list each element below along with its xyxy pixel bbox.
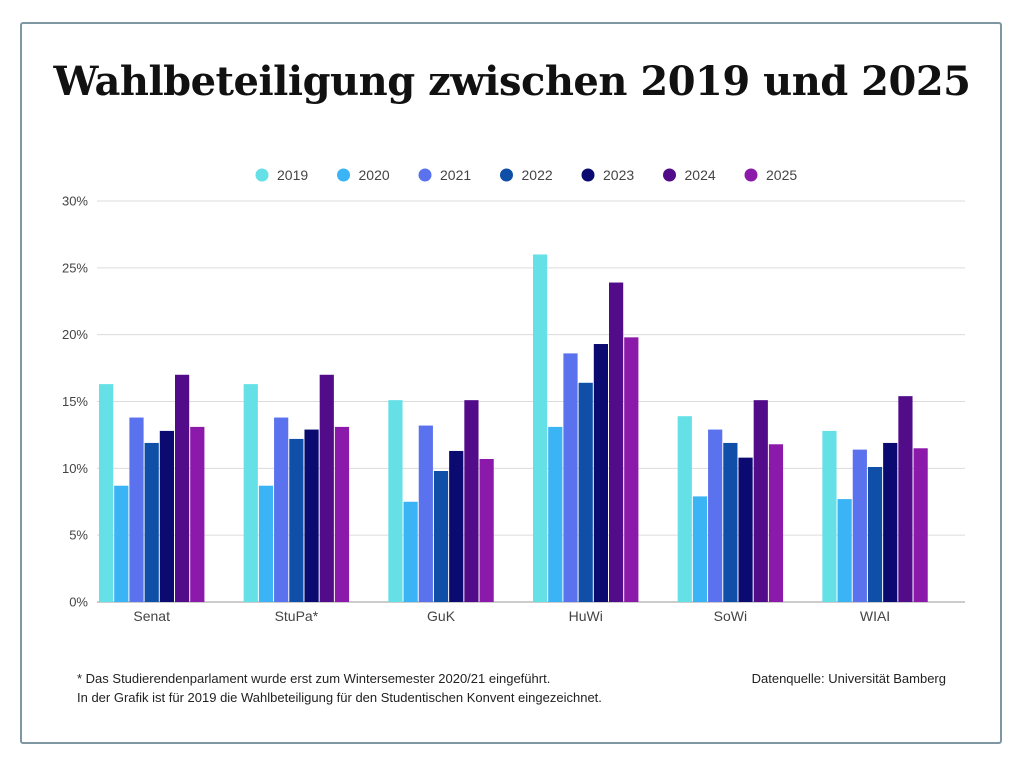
legend-marker	[255, 168, 269, 182]
bar	[159, 430, 174, 602]
legend-label: 2022	[522, 167, 553, 183]
bar	[479, 458, 494, 602]
bar	[753, 400, 768, 602]
chart-title: Wahlbeteiligung zwischen 2019 und 2025	[53, 58, 972, 105]
bar	[129, 417, 144, 602]
bar	[114, 485, 129, 602]
x-tick-label: GuK	[427, 608, 456, 624]
bar	[883, 442, 898, 602]
bar	[738, 457, 753, 602]
bar	[768, 444, 784, 602]
x-tick-label: Senat	[133, 608, 170, 624]
y-tick-label: 25%	[62, 260, 88, 275]
x-tick-label: HuWi	[569, 608, 603, 624]
bar	[319, 374, 334, 602]
bar	[913, 448, 928, 602]
bar	[593, 344, 608, 602]
bar	[289, 438, 304, 602]
bar	[624, 337, 639, 602]
footnote: * Das Studierendenparlament wurde erst z…	[77, 669, 602, 707]
legend-marker	[744, 168, 758, 182]
bar	[99, 384, 114, 602]
bar	[852, 449, 867, 602]
footnote-line-2: In der Grafik ist für 2019 die Wahlbetei…	[77, 690, 602, 705]
legend-label: 2025	[766, 167, 797, 183]
legend-label: 2021	[440, 167, 471, 183]
bar	[723, 442, 738, 602]
legend-marker	[500, 168, 513, 182]
bar	[258, 485, 274, 602]
y-tick-label: 5%	[69, 528, 88, 543]
bar	[274, 417, 289, 602]
bar	[334, 426, 350, 602]
legend-label: 2020	[359, 167, 390, 183]
x-tick-label: SoWi	[714, 608, 747, 624]
bar	[449, 450, 464, 602]
bar	[464, 400, 479, 602]
x-tick-label: StuPa*	[275, 608, 319, 624]
legend-marker	[337, 168, 350, 182]
bar	[243, 384, 258, 602]
bar	[418, 425, 433, 602]
bar	[822, 430, 837, 602]
bar	[677, 416, 692, 602]
bar	[175, 374, 190, 602]
bar	[403, 501, 418, 602]
y-tick-label: 15%	[62, 394, 88, 409]
bar	[898, 396, 913, 602]
legend-marker	[418, 168, 432, 182]
legend-marker	[663, 168, 676, 182]
bar	[837, 499, 852, 602]
legend-label: 2019	[277, 167, 308, 183]
bar	[533, 254, 548, 602]
bar	[144, 442, 159, 602]
bar	[867, 466, 883, 602]
y-tick-label: 30%	[62, 194, 88, 209]
footnote-line-1: * Das Studierendenparlament wurde erst z…	[77, 671, 551, 686]
bar	[708, 429, 723, 602]
legend-label: 2023	[603, 167, 634, 183]
legend-marker	[581, 168, 595, 182]
y-tick-label: 0%	[69, 595, 88, 610]
bar	[548, 426, 563, 602]
bar	[692, 496, 708, 602]
bar	[388, 400, 403, 602]
bar	[563, 353, 578, 602]
bar	[190, 426, 205, 602]
y-tick-label: 10%	[62, 461, 88, 476]
x-tick-label: WIAI	[860, 608, 890, 624]
bar	[304, 429, 319, 602]
bar	[433, 471, 449, 602]
y-tick-label: 20%	[62, 327, 88, 342]
data-source: Datenquelle: Universität Bamberg	[751, 671, 946, 686]
bar	[609, 282, 624, 602]
legend-label: 2024	[685, 167, 716, 183]
bar	[578, 382, 593, 602]
